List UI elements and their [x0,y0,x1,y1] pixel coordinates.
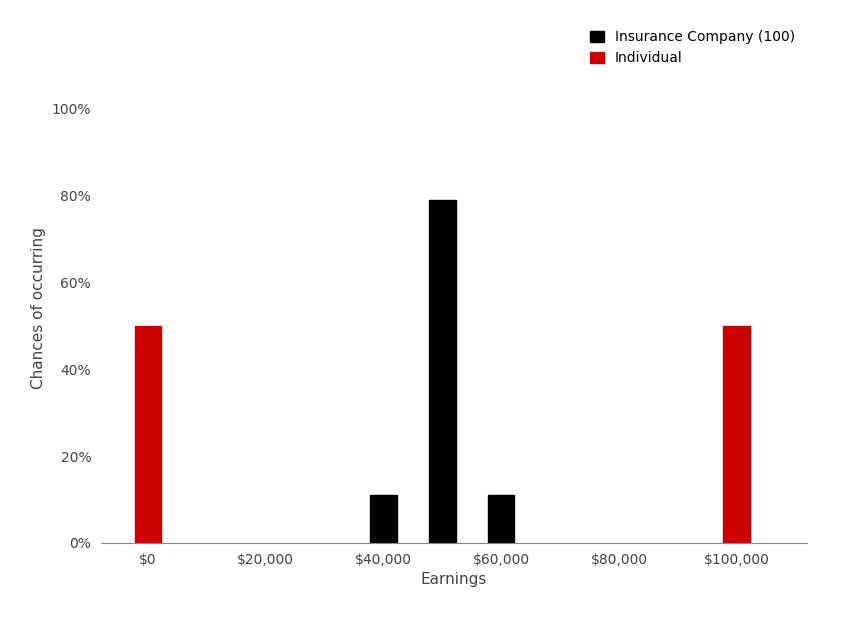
Bar [135,326,161,543]
Bar [370,495,397,543]
Legend: Insurance Company (100), Individual: Insurance Company (100), Individual [584,25,801,71]
Bar [429,200,456,543]
Bar [488,495,515,543]
Y-axis label: Chances of occurring: Chances of occurring [31,228,46,389]
X-axis label: Earnings: Earnings [421,572,487,587]
Bar [723,326,750,543]
